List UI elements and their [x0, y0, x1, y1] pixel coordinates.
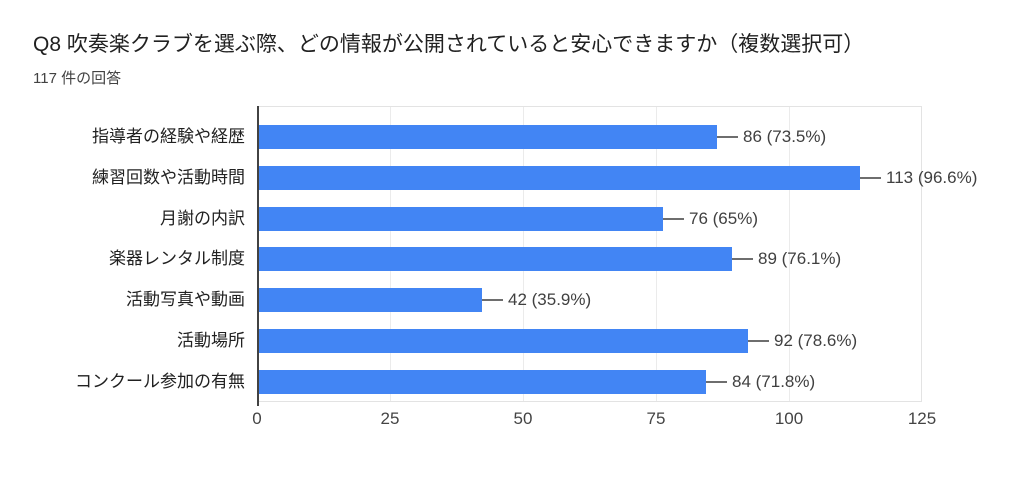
gridline: [789, 107, 790, 401]
value-label: 113 (96.6%): [886, 168, 978, 187]
annotation-connector-line: [706, 381, 727, 383]
value-label: 84 (71.8%): [732, 372, 816, 391]
bar-segment[interactable]: [259, 125, 717, 149]
x-tick-label: 75: [646, 409, 666, 428]
category-label: 練習回数や活動時間: [92, 168, 245, 187]
x-tick-label: 25: [380, 409, 400, 428]
bar-segment[interactable]: [259, 370, 706, 394]
annotation-connector-line: [748, 340, 769, 342]
value-label: 92 (78.6%): [774, 331, 858, 350]
annotation-connector-line: [663, 218, 684, 220]
bar-segment[interactable]: [259, 288, 482, 312]
annotation-connector-line: [732, 258, 753, 260]
response-count: 117 件の回答: [33, 70, 122, 87]
x-tick-label: 50: [513, 409, 533, 428]
category-label: 活動写真や動画: [126, 290, 245, 309]
value-label: 42 (35.9%): [508, 290, 592, 309]
annotation-connector-line: [717, 136, 738, 138]
x-tick-label: 100: [774, 409, 804, 428]
value-label: 76 (65%): [689, 209, 758, 228]
category-label: 活動場所: [177, 331, 245, 350]
annotation-connector-line: [860, 177, 881, 179]
y-axis-baseline: [257, 106, 259, 406]
bar-segment[interactable]: [259, 329, 748, 353]
value-label: 89 (76.1%): [758, 249, 842, 268]
category-label: コンクール参加の有無: [75, 372, 245, 391]
bar-segment[interactable]: [259, 247, 732, 271]
x-tick-label: 125: [907, 409, 937, 428]
bar-segment[interactable]: [259, 166, 860, 190]
category-label: 月謝の内訳: [160, 209, 245, 228]
category-label: 指導者の経験や経歴: [92, 127, 245, 146]
annotation-connector-line: [482, 299, 503, 301]
category-label: 楽器レンタル制度: [109, 249, 245, 268]
chart-title: Q8 吹奏楽クラブを選ぶ際、どの情報が公開されていると安心できますか（複数選択可…: [33, 33, 865, 56]
x-tick-label: 0: [252, 409, 262, 428]
bar-segment[interactable]: [259, 207, 663, 231]
value-label: 86 (73.5%): [743, 127, 827, 146]
